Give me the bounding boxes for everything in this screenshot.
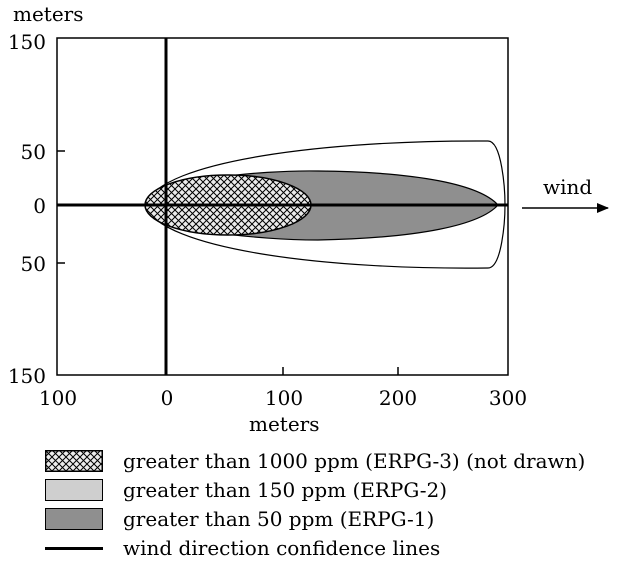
legend-item-confidence-lines: wind direction confidence lines bbox=[45, 534, 620, 563]
legend-item-erpg2: greater than 150 ppm (ERPG-2) bbox=[45, 476, 620, 505]
x-axis-label: meters bbox=[249, 412, 320, 436]
legend-item-erpg3: greater than 1000 ppm (ERPG-3) (not draw… bbox=[45, 447, 620, 476]
wind-label: wind bbox=[543, 175, 592, 199]
x-tick-label: 0 bbox=[161, 386, 174, 410]
y-tick-label: 150 bbox=[8, 364, 46, 388]
legend-label: greater than 150 ppm (ERPG-2) bbox=[123, 478, 448, 502]
legend-label: greater than 1000 ppm (ERPG-3) (not draw… bbox=[123, 449, 586, 473]
legend-item-erpg1: greater than 50 ppm (ERPG-1) bbox=[45, 505, 620, 534]
crosshatch-swatch-icon bbox=[45, 450, 103, 472]
y-tick-label: 50 bbox=[21, 140, 46, 164]
x-tick-label: 300 bbox=[489, 386, 527, 410]
y-tick-label: 50 bbox=[21, 252, 46, 276]
legend-label: greater than 50 ppm (ERPG-1) bbox=[123, 507, 435, 531]
x-tick-label: 100 bbox=[265, 386, 303, 410]
x-tick-label: 200 bbox=[379, 386, 417, 410]
legend-label: wind direction confidence lines bbox=[123, 536, 441, 560]
x-tick-label: 100 bbox=[39, 386, 77, 410]
line-swatch-icon bbox=[45, 547, 103, 550]
y-tick-label: 150 bbox=[8, 30, 46, 54]
plume-diagram: meters meters 150 50 0 50 150 100 0 100 … bbox=[8, 2, 609, 436]
legend: greater than 1000 ppm (ERPG-3) (not draw… bbox=[45, 447, 620, 563]
dark-gray-swatch-icon bbox=[45, 508, 103, 530]
light-gray-swatch-icon bbox=[45, 479, 103, 501]
y-axis-label: meters bbox=[13, 2, 84, 26]
y-tick-label: 0 bbox=[33, 194, 46, 218]
